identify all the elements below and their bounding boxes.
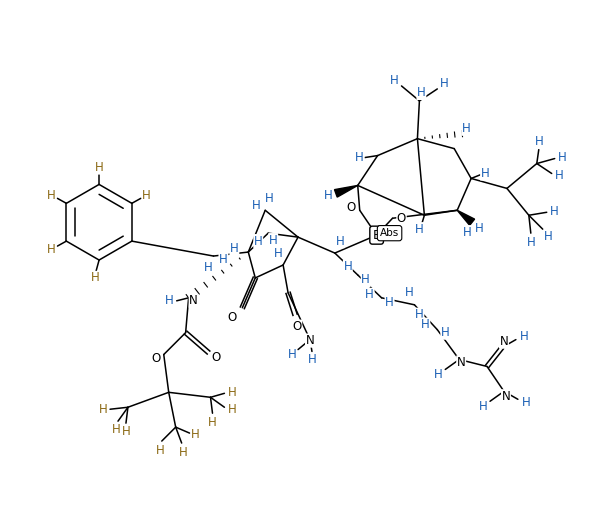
Text: H: H	[521, 396, 530, 409]
Text: O: O	[346, 201, 356, 214]
Text: H: H	[91, 271, 100, 285]
Text: H: H	[219, 252, 228, 266]
Text: H: H	[269, 234, 278, 246]
Text: N: N	[305, 334, 315, 347]
Text: H: H	[228, 403, 237, 416]
Text: H: H	[441, 326, 450, 339]
Text: H: H	[122, 425, 130, 438]
Text: H: H	[390, 75, 399, 87]
Text: H: H	[228, 386, 237, 399]
Text: O: O	[151, 352, 160, 365]
Text: B: B	[372, 228, 381, 242]
Text: H: H	[550, 205, 559, 218]
Text: H: H	[99, 403, 108, 416]
Text: H: H	[475, 222, 483, 235]
Text: H: H	[252, 199, 261, 212]
Text: H: H	[520, 330, 528, 343]
Text: H: H	[288, 348, 296, 361]
Text: O: O	[397, 212, 406, 225]
Text: H: H	[179, 446, 188, 458]
Text: H: H	[265, 192, 274, 205]
Text: H: H	[440, 77, 449, 91]
Text: O: O	[228, 311, 237, 324]
Text: H: H	[534, 135, 543, 148]
Text: H: H	[544, 229, 553, 243]
Text: H: H	[111, 422, 121, 436]
Text: Abs: Abs	[380, 228, 399, 238]
Text: H: H	[143, 189, 151, 202]
Text: H: H	[415, 223, 424, 236]
Text: H: H	[558, 151, 567, 164]
Text: H: H	[204, 261, 213, 275]
Text: H: H	[324, 189, 332, 202]
Text: H: H	[480, 167, 490, 180]
Text: H: H	[274, 246, 283, 260]
Text: H: H	[417, 86, 426, 100]
Text: H: H	[165, 294, 174, 307]
Text: H: H	[155, 444, 164, 456]
Text: H: H	[356, 151, 364, 164]
Polygon shape	[335, 186, 358, 197]
Text: H: H	[421, 318, 430, 331]
Text: H: H	[47, 243, 56, 255]
Text: H: H	[526, 236, 535, 249]
Text: H: H	[343, 260, 352, 273]
Text: H: H	[555, 169, 564, 182]
Text: H: H	[308, 353, 316, 366]
Text: H: H	[463, 226, 471, 238]
Text: H: H	[254, 235, 263, 248]
Text: H: H	[365, 288, 374, 302]
Text: H: H	[47, 189, 56, 202]
Text: H: H	[95, 161, 103, 174]
Text: O: O	[293, 320, 302, 333]
Text: H: H	[385, 296, 394, 310]
Text: H: H	[434, 368, 442, 381]
Text: N: N	[189, 294, 198, 307]
Text: H: H	[230, 242, 239, 254]
Text: H: H	[479, 400, 487, 413]
Text: H: H	[415, 308, 424, 321]
Text: N: N	[457, 356, 466, 369]
Text: H: H	[208, 416, 217, 429]
Text: H: H	[405, 286, 414, 299]
Polygon shape	[457, 210, 475, 225]
Text: N: N	[502, 390, 510, 403]
Text: H: H	[335, 235, 344, 248]
Text: H: H	[462, 122, 471, 135]
Text: H: H	[361, 273, 370, 286]
Text: H: H	[191, 428, 200, 440]
Text: O: O	[212, 351, 221, 364]
Text: N: N	[499, 335, 509, 348]
